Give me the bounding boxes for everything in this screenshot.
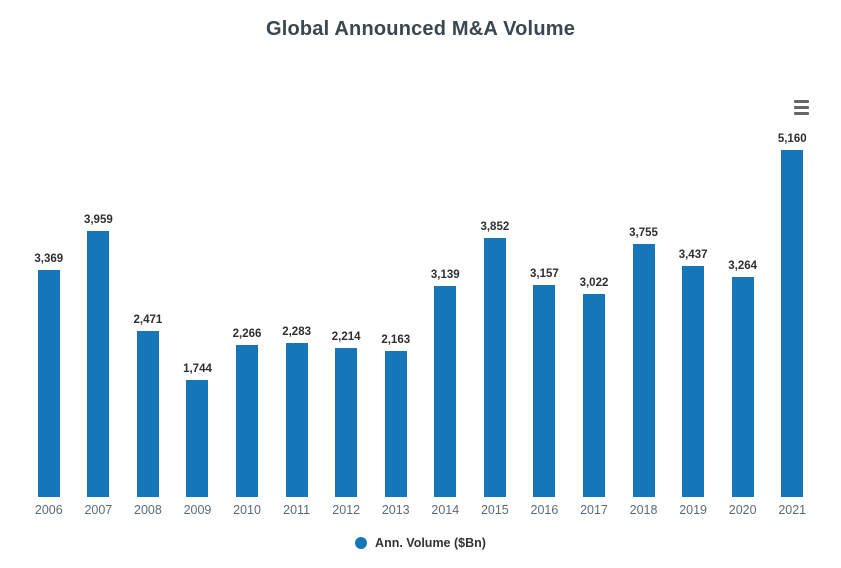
bar-column: 2,214 xyxy=(321,147,371,497)
bar[interactable] xyxy=(285,343,308,497)
legend-item[interactable]: Ann. Volume ($Bn) xyxy=(0,536,841,550)
x-axis-label: 2008 xyxy=(134,503,162,517)
bar[interactable] xyxy=(731,277,754,497)
bar-value-label: 2,214 xyxy=(331,331,361,343)
bar-column: 3,852 xyxy=(470,147,520,497)
bar-value-label: 2,266 xyxy=(232,327,262,340)
hamburger-menu-icon xyxy=(793,99,809,115)
x-axis-label: 2018 xyxy=(629,503,658,517)
legend-label: Ann. Volume ($Bn) xyxy=(375,536,486,550)
bar-column: 3,369 xyxy=(24,147,74,497)
bar-value-label: 2,163 xyxy=(381,334,411,347)
x-axis-label: 2019 xyxy=(679,503,707,517)
bar-value-label: 2,283 xyxy=(282,326,311,339)
bar-column: 2,266 xyxy=(222,147,272,497)
bar-value-label: 3,437 xyxy=(678,248,708,261)
x-axis-label: 2013 xyxy=(381,503,410,517)
bar[interactable] xyxy=(781,149,804,497)
x-axis-label: 2010 xyxy=(233,503,261,517)
legend-marker-icon xyxy=(355,537,368,549)
x-axis-label: 2021 xyxy=(778,503,807,517)
bar[interactable] xyxy=(136,330,159,497)
x-axis-label: 2007 xyxy=(84,503,113,517)
chart-title: Global Announced M&A Volume xyxy=(265,18,576,40)
bar-column: 2,283 xyxy=(272,147,322,497)
bar[interactable] xyxy=(533,284,556,497)
bar-value-label: 3,022 xyxy=(579,276,609,289)
bar-value-label: 3,755 xyxy=(629,227,658,240)
bar-column: 2,471 xyxy=(123,147,173,497)
bar-column: 2,163 xyxy=(371,147,421,497)
bar[interactable] xyxy=(582,293,605,497)
x-axis-label: 2012 xyxy=(332,503,361,517)
bar[interactable] xyxy=(87,230,110,497)
bar-value-label: 3,264 xyxy=(728,260,758,273)
bar-column: 3,139 xyxy=(421,147,471,497)
bar[interactable] xyxy=(236,344,259,497)
bar-column: 3,437 xyxy=(668,147,718,497)
x-axis-label: 2020 xyxy=(728,503,757,517)
bar[interactable] xyxy=(434,285,457,497)
bar[interactable] xyxy=(37,270,60,497)
bar-column: 3,157 xyxy=(520,147,570,497)
x-axis-label: 2006 xyxy=(34,503,63,517)
bar[interactable] xyxy=(632,244,655,497)
bar-value-label: 1,744 xyxy=(183,362,212,375)
bar-column: 5,160 xyxy=(767,133,817,497)
bar-column: 3,755 xyxy=(619,147,669,497)
x-axis-label: 2009 xyxy=(183,503,212,517)
x-axis: 2006 2007 2008 2009 2010 2011 2012 2013 2014 2015… xyxy=(24,503,817,517)
bar[interactable] xyxy=(335,348,358,497)
bar-value-label: 5,160 xyxy=(777,132,807,145)
bar-value-label: 3,852 xyxy=(480,220,510,233)
bar-value-label: 3,959 xyxy=(83,213,113,226)
x-axis-label: 2014 xyxy=(431,503,460,517)
bar[interactable] xyxy=(483,237,506,497)
bar-column: 3,022 xyxy=(569,147,619,497)
bar[interactable] xyxy=(186,379,209,497)
bar-column: 1,744 xyxy=(173,147,223,497)
bar-column: 3,959 xyxy=(74,147,124,497)
plot-area: 3,369 3,959 2,471 1,744 2,266 2,283 2,214 2,163… xyxy=(24,133,817,497)
bar-value-label: 2,471 xyxy=(133,313,163,326)
bar-value-label: 3,369 xyxy=(34,253,64,266)
bar-column: 3,264 xyxy=(718,147,768,497)
x-axis-label: 2011 xyxy=(283,503,311,517)
x-axis-label: 2015 xyxy=(480,503,509,517)
bar-value-label: 3,139 xyxy=(430,268,460,281)
bar[interactable] xyxy=(682,265,705,497)
bar[interactable] xyxy=(384,351,407,497)
x-axis-label: 2017 xyxy=(580,503,608,517)
context-menu-button[interactable] xyxy=(789,96,813,118)
x-axis-label: 2016 xyxy=(530,503,559,517)
bar-value-label: 3,157 xyxy=(530,267,559,280)
